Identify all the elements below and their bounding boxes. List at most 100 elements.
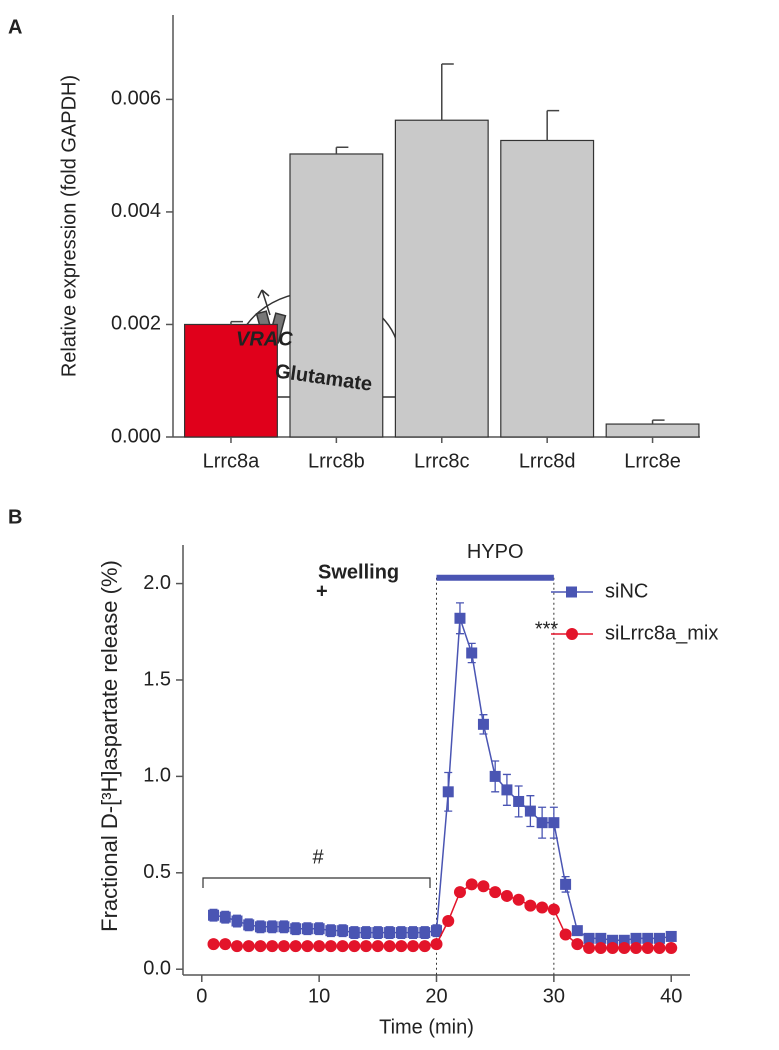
marker	[431, 925, 442, 937]
marker	[665, 930, 677, 942]
marker	[254, 940, 267, 953]
marker	[313, 923, 325, 935]
x-tick-label: Lrrc8b	[308, 450, 365, 472]
x-tick-label: 30	[543, 985, 565, 1007]
marker	[313, 940, 326, 953]
marker	[606, 942, 619, 955]
marker	[407, 927, 419, 939]
marker	[372, 927, 384, 939]
inset-label: Swelling	[318, 561, 399, 583]
marker	[501, 784, 513, 796]
marker	[489, 886, 502, 899]
marker	[230, 940, 243, 953]
marker	[430, 938, 443, 951]
marker	[208, 909, 220, 921]
marker	[595, 932, 607, 944]
marker	[665, 942, 678, 955]
marker	[477, 718, 489, 730]
marker	[324, 940, 337, 953]
inset-label: +	[316, 580, 328, 602]
panel-label: A	[8, 16, 22, 38]
marker	[231, 915, 243, 927]
marker	[524, 805, 536, 817]
marker	[489, 770, 501, 782]
marker	[407, 940, 420, 953]
x-tick-label: 10	[308, 985, 330, 1007]
marker	[442, 786, 454, 798]
y-axis-label: Relative expression (fold GAPDH)	[58, 75, 80, 377]
marker	[301, 923, 313, 935]
bracket	[202, 877, 431, 888]
marker	[583, 932, 595, 944]
marker	[207, 938, 220, 951]
marker	[442, 915, 455, 928]
bar	[289, 153, 384, 438]
marker	[466, 647, 478, 659]
marker	[278, 921, 290, 933]
marker	[337, 925, 349, 937]
marker	[371, 940, 384, 953]
series-line	[213, 618, 672, 942]
error-bar	[546, 109, 560, 141]
marker	[641, 942, 654, 955]
marker	[477, 880, 490, 893]
marker	[348, 927, 360, 939]
y-axis-label: Fractional D-[³H]aspartate release (%)	[97, 560, 122, 932]
arrow	[257, 289, 271, 316]
marker	[500, 889, 513, 902]
marker	[618, 942, 631, 955]
marker	[243, 919, 255, 931]
y-tick-label: 0.006	[111, 88, 161, 110]
marker	[266, 921, 278, 933]
y-tick-label: 0.5	[143, 861, 171, 883]
legend-marker	[566, 628, 578, 640]
marker	[219, 911, 231, 923]
marker	[336, 940, 349, 953]
marker	[395, 927, 407, 939]
marker	[454, 612, 466, 624]
series	[208, 602, 677, 946]
marker	[560, 878, 572, 890]
y-tick-label: 0.002	[111, 313, 161, 335]
marker	[254, 921, 266, 933]
marker	[513, 795, 525, 807]
marker	[618, 934, 630, 946]
marker	[594, 942, 607, 955]
marker	[301, 940, 314, 953]
y-tick-label: 1.0	[143, 765, 171, 787]
marker	[360, 940, 373, 953]
x-tick-label: Lrrc8d	[519, 450, 576, 472]
x-tick-label: Lrrc8e	[624, 450, 681, 472]
marker	[630, 932, 642, 944]
error-bar	[651, 419, 665, 425]
marker	[653, 942, 666, 955]
marker	[325, 925, 337, 937]
y-tick-label: 0.004	[111, 200, 161, 222]
marker	[524, 899, 537, 912]
marker	[348, 940, 361, 953]
marker	[607, 934, 619, 946]
hash: #	[312, 846, 324, 868]
marker	[289, 940, 302, 953]
y-tick-label: 0.0	[143, 957, 171, 979]
marker	[290, 923, 302, 935]
marker	[465, 878, 478, 891]
marker	[653, 932, 665, 944]
marker	[453, 886, 466, 899]
inset-label: VRAC	[236, 328, 293, 350]
x-tick-label: 40	[660, 985, 682, 1007]
marker	[571, 925, 583, 937]
legend-label: siNC	[605, 580, 648, 602]
marker	[384, 927, 396, 939]
series	[207, 878, 678, 955]
marker	[395, 940, 408, 953]
y-tick-label: 1.5	[143, 668, 171, 690]
marker	[242, 940, 255, 953]
marker	[630, 942, 643, 955]
x-tick-label: 20	[425, 985, 447, 1007]
x-tick-label: 0	[196, 985, 207, 1007]
x-axis-label: Time (min)	[379, 1016, 474, 1038]
marker	[583, 942, 596, 955]
